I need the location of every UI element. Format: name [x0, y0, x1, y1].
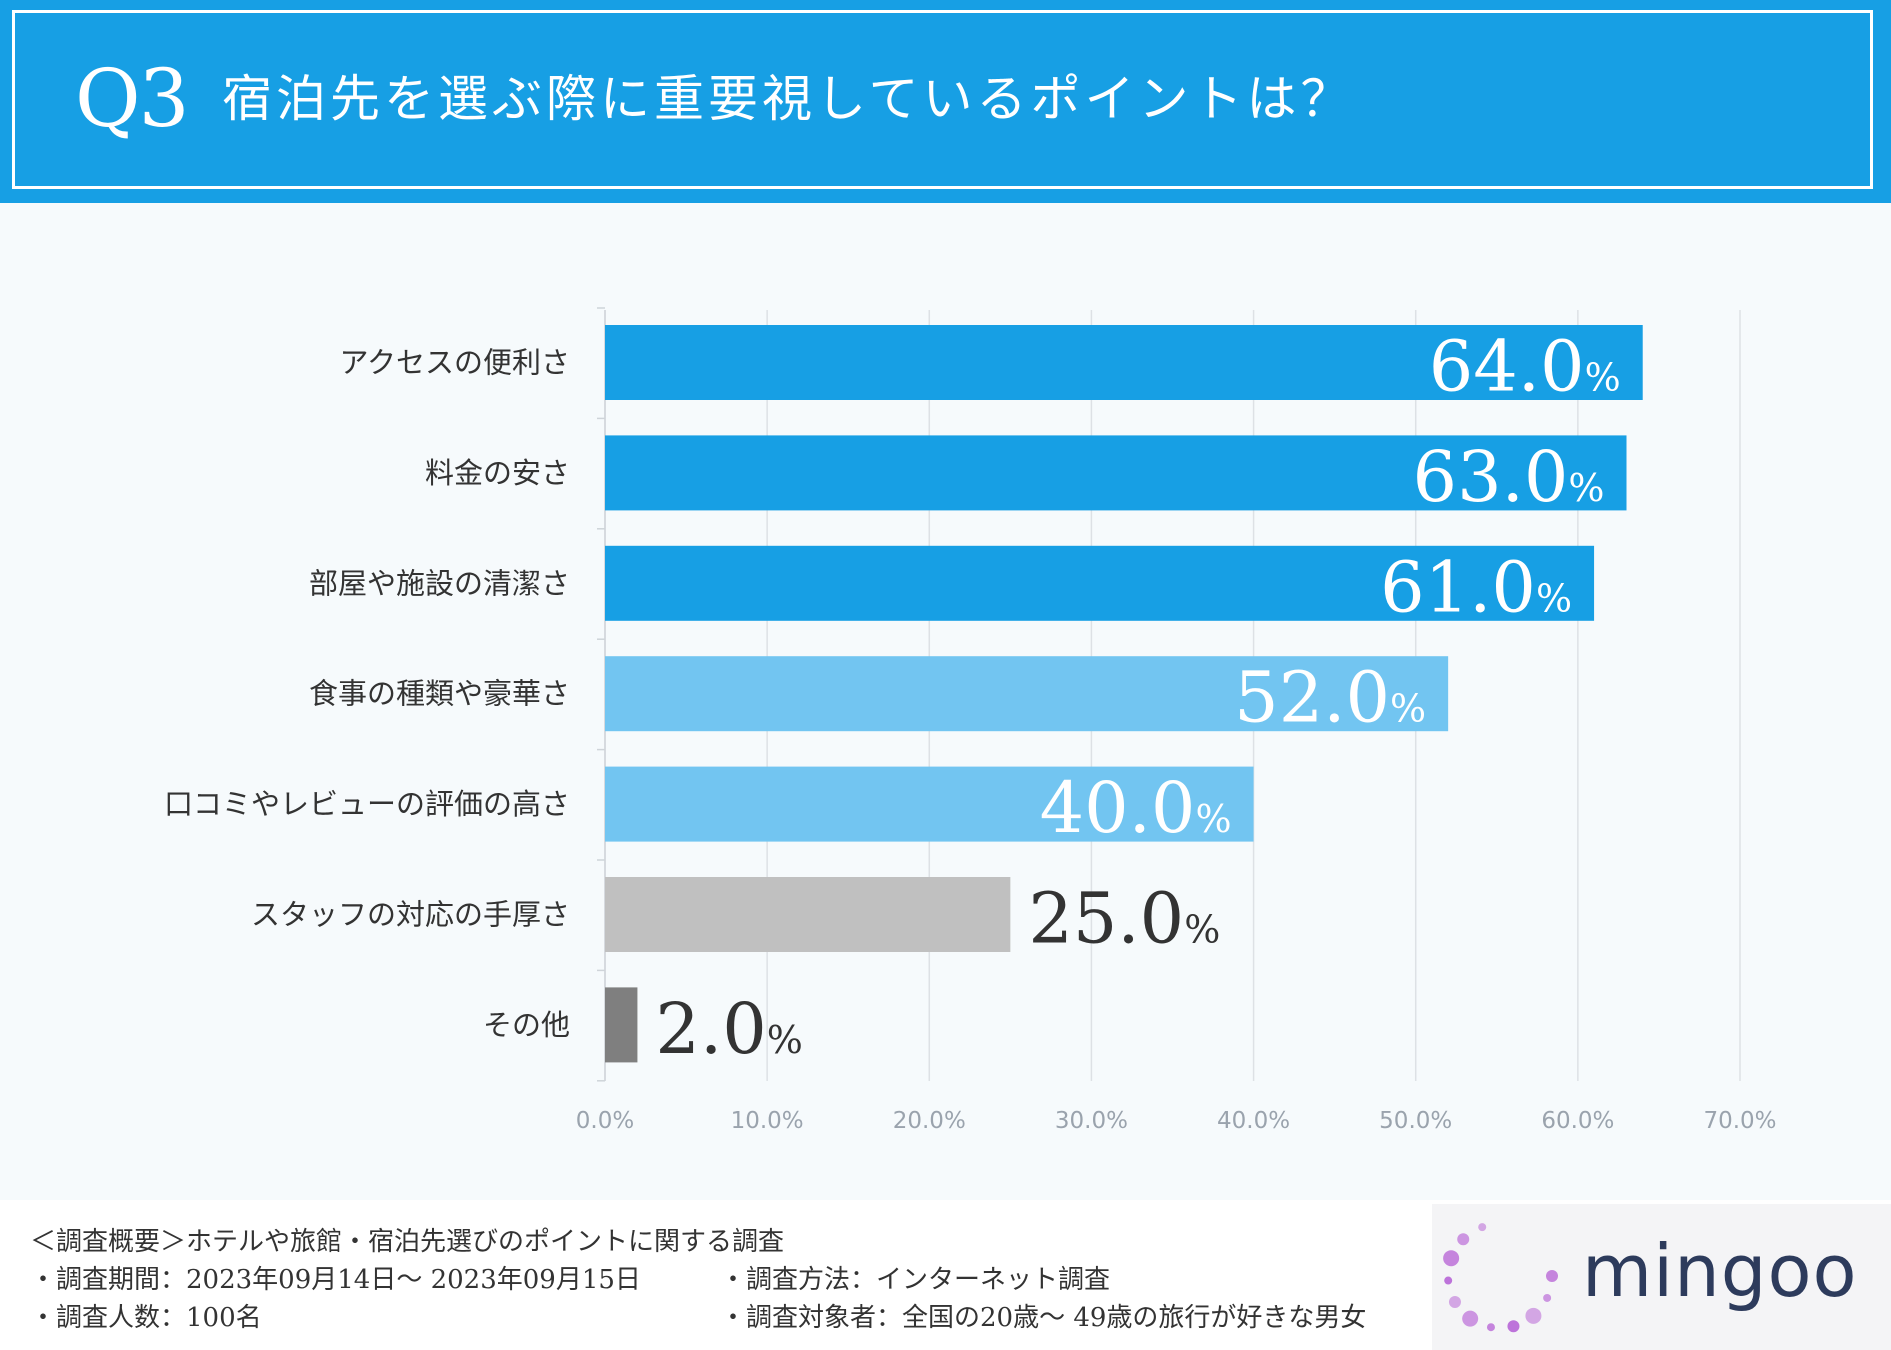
- chart-canvas: 0.0% 10.0% 20.0% 30.0% 40.0% 50.0% 60.0% 70.0% ア…: [164, 307, 1777, 1134]
- value-unit: %: [1536, 576, 1572, 620]
- value-unit: %: [1390, 687, 1426, 731]
- value-number: 63.0: [1413, 436, 1569, 518]
- logo-dot: [1546, 1270, 1558, 1282]
- x-tick-label: 30.0%: [1055, 1108, 1128, 1134]
- x-tick-label: 70.0%: [1703, 1108, 1776, 1134]
- logo-dot: [1543, 1293, 1552, 1302]
- logo-dot: [1507, 1320, 1520, 1333]
- bar: [605, 656, 1449, 732]
- survey-target: ・調査対象者：全国の20歳～ 49歳の旅行が好きな男女: [720, 1303, 1367, 1333]
- value-label: 52.0%: [1234, 657, 1426, 739]
- value-label: 63.0%: [1413, 436, 1605, 518]
- category-label: 口コミやレビューの評価の高さ: [164, 787, 570, 821]
- bar: [605, 987, 638, 1063]
- category-label: 部屋や施設の清潔さ: [309, 566, 570, 600]
- survey-count: ・調査人数：100名: [30, 1303, 262, 1333]
- value-label: 2.0%: [655, 988, 802, 1070]
- question-number: Q3: [75, 52, 189, 145]
- value-unit: %: [1184, 908, 1220, 952]
- value-number: 64.0: [1429, 326, 1585, 408]
- value-number: 52.0: [1234, 657, 1390, 739]
- logo-dots-icon: [1443, 1223, 1558, 1333]
- mingoo-logo: mingoo: [1432, 1204, 1891, 1350]
- bar-chart: 0.0% 10.0% 20.0% 30.0% 40.0% 50.0% 60.0% 70.0% ア…: [0, 203, 1891, 1200]
- category-label: スタッフの対応の手厚さ: [251, 898, 570, 932]
- value-unit: %: [1585, 356, 1621, 400]
- logo-dot: [1444, 1276, 1453, 1285]
- value-number: 61.0: [1380, 546, 1536, 628]
- logo-dot: [1443, 1250, 1460, 1267]
- value-label: 64.0%: [1429, 326, 1621, 408]
- value-label: 40.0%: [1040, 767, 1232, 849]
- logo-text: mingoo: [1582, 1229, 1858, 1313]
- x-tick-label: 0.0%: [576, 1108, 634, 1134]
- bar: [605, 877, 1011, 952]
- survey-summary: ＜調査概要＞ホテルや旅館・宿泊先選びのポイントに関する調査: [30, 1227, 785, 1257]
- value-label: 61.0%: [1380, 546, 1572, 628]
- logo-dot: [1448, 1296, 1461, 1308]
- header-banner: Q3 宿泊先を選ぶ際に重要視しているポイントは？: [0, 0, 1891, 203]
- category-label: アクセスの便利さ: [339, 346, 570, 380]
- bar: [605, 325, 1643, 400]
- category-label: 料金の安さ: [425, 456, 570, 490]
- logo-dot: [1525, 1307, 1542, 1324]
- bar: [605, 766, 1254, 842]
- x-tick-label: 20.0%: [893, 1108, 966, 1134]
- value-unit: %: [1195, 797, 1231, 841]
- logo-dot: [1486, 1323, 1495, 1332]
- x-tick-label: 10.0%: [731, 1108, 804, 1134]
- logo-dot: [1457, 1233, 1470, 1246]
- value-number: 2.0: [655, 988, 766, 1070]
- x-tick-label: 50.0%: [1379, 1108, 1452, 1134]
- bar: [605, 435, 1627, 511]
- x-tick-label: 40.0%: [1217, 1108, 1290, 1134]
- value-label: 25.0%: [1028, 878, 1220, 960]
- category-label: その他: [483, 1008, 570, 1042]
- bar: [605, 545, 1595, 621]
- value-number: 25.0: [1028, 878, 1184, 960]
- header-frame: [12, 10, 1873, 189]
- survey-period: ・調査期間：2023年09月14日～ 2023年09月15日: [30, 1265, 641, 1295]
- x-tick-label: 60.0%: [1541, 1108, 1614, 1134]
- question-title: 宿泊先を選ぶ際に重要視しているポイントは？: [222, 70, 1355, 128]
- survey-method: ・調査方法：インターネット調査: [720, 1265, 1111, 1295]
- value-unit: %: [1568, 466, 1604, 510]
- logo-dot: [1462, 1310, 1479, 1327]
- category-label: 食事の種類や豪華さ: [309, 677, 570, 711]
- value-number: 40.0: [1040, 767, 1196, 849]
- logo-dot: [1478, 1223, 1487, 1232]
- value-unit: %: [767, 1018, 803, 1062]
